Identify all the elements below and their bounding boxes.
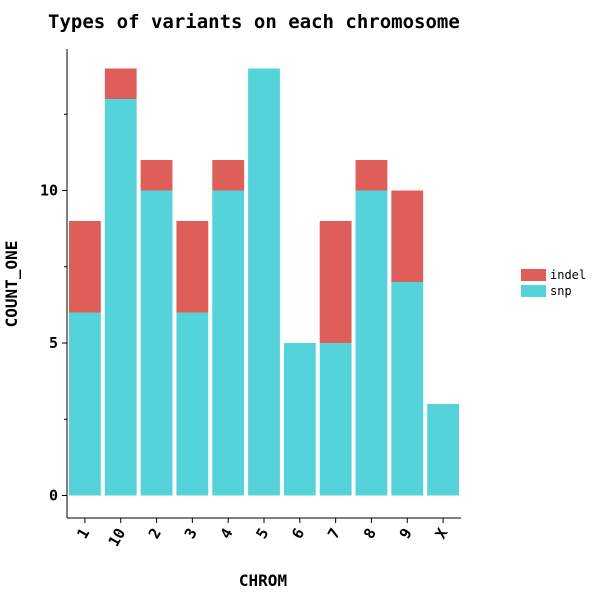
bar-indel-3: [176, 221, 209, 313]
bar-snp-6: [283, 343, 316, 496]
x-tick-label-X: X: [431, 525, 451, 542]
x-tick-label-1: 1: [73, 525, 93, 542]
bar-indel-2: [140, 160, 173, 191]
legend-swatch-snp: [521, 285, 546, 297]
bar-indel-8: [355, 160, 388, 191]
y-tick-label-10: 10: [40, 182, 58, 200]
x-tick-label-8: 8: [360, 525, 380, 542]
legend-swatch-indel: [521, 269, 546, 281]
bar-indel-7: [319, 221, 352, 343]
bar-indel-4: [212, 160, 245, 191]
x-axis-label: CHROM: [239, 571, 287, 590]
bar-snp-2: [140, 190, 173, 496]
legend-label-snp: snp: [550, 284, 572, 298]
x-tick-label-3: 3: [181, 525, 201, 542]
bar-snp-9: [391, 282, 424, 496]
bars-group: [69, 68, 459, 496]
bar-snp-1: [69, 312, 101, 496]
bar-snp-X: [427, 404, 459, 496]
legend: indel snp: [521, 268, 586, 298]
chart-title: Types of variants on each chromosome: [48, 11, 460, 33]
y-tick-label-5: 5: [49, 334, 58, 352]
bar-snp-3: [176, 312, 209, 496]
bar-snp-5: [248, 68, 280, 496]
x-tick-label-9: 9: [396, 525, 416, 542]
bar-snp-8: [355, 190, 388, 496]
x-tick-label-6: 6: [288, 525, 308, 542]
x-tick-label-2: 2: [145, 525, 165, 542]
bar-snp-10: [104, 99, 137, 496]
bar-snp-7: [319, 343, 352, 496]
legend-label-indel: indel: [550, 268, 586, 282]
y-tick-label-0: 0: [49, 487, 58, 505]
x-tick-label-10: 10: [105, 525, 130, 550]
x-tick-label-4: 4: [217, 525, 237, 542]
x-tick-label-7: 7: [324, 525, 344, 542]
y-axis-label: COUNT_ONE: [2, 241, 21, 328]
bar-indel-1: [69, 221, 101, 313]
bar-indel-10: [104, 68, 137, 99]
bar-indel-9: [391, 190, 424, 282]
x-tick-label-5: 5: [252, 525, 272, 542]
bar-snp-4: [212, 190, 245, 496]
